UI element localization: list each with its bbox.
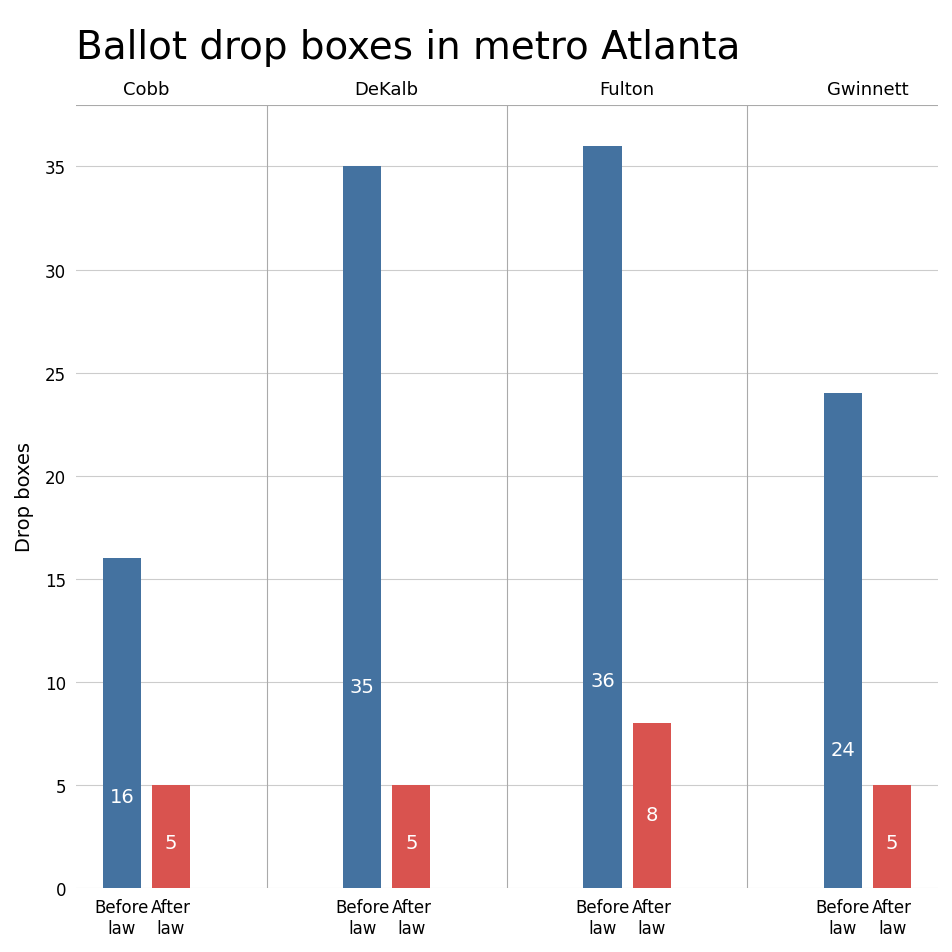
Text: Ballot drop boxes in metro Atlanta: Ballot drop boxes in metro Atlanta [76, 29, 740, 67]
Text: 16: 16 [109, 786, 134, 805]
Text: 8: 8 [645, 804, 657, 823]
Text: 5: 5 [885, 833, 898, 852]
Y-axis label: Drop boxes: Drop boxes [15, 442, 34, 552]
Bar [151, 785, 190, 888]
Text: 24: 24 [830, 741, 855, 760]
Bar [583, 147, 621, 888]
Bar [343, 168, 381, 888]
Text: Gwinnett: Gwinnett [825, 81, 907, 99]
Text: 36: 36 [589, 671, 614, 690]
Text: 5: 5 [165, 833, 177, 852]
Bar [872, 785, 910, 888]
Bar [632, 724, 670, 888]
Bar [103, 559, 141, 888]
Text: 5: 5 [405, 833, 417, 852]
Text: DeKalb: DeKalb [354, 81, 419, 99]
Text: Fulton: Fulton [599, 81, 654, 99]
Text: Cobb: Cobb [123, 81, 169, 99]
Text: 35: 35 [349, 677, 374, 696]
Bar [392, 785, 430, 888]
Bar [823, 394, 862, 888]
